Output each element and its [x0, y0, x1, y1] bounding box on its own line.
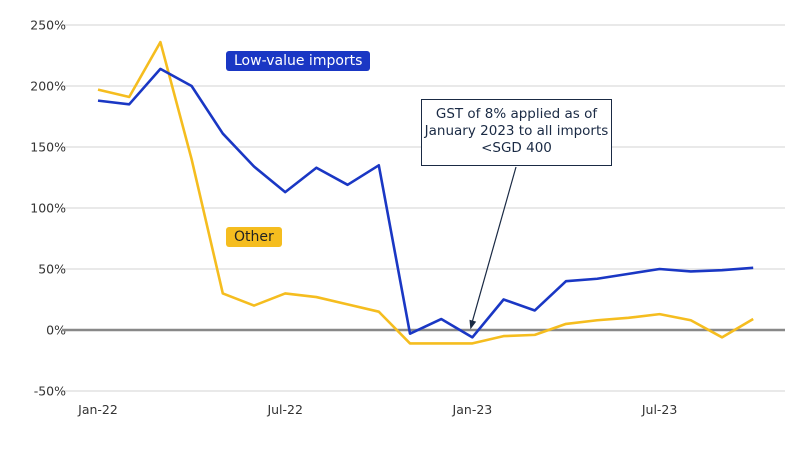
y-tick-label: -50% [34, 384, 66, 399]
annotation-arrowhead-icon [469, 319, 477, 330]
series-line-low-value-imports [97, 67, 754, 339]
x-tick-label: Jan-23 [452, 402, 493, 417]
annotation-box: GST of 8% applied as of January 2023 to … [421, 99, 612, 166]
y-tick-label: 200% [30, 79, 66, 94]
x-tick-label: Jul-23 [641, 402, 678, 417]
legend-label-low-value-imports: Low-value imports [226, 51, 371, 71]
annotation-arrow [471, 166, 517, 322]
series-line-other [97, 40, 754, 345]
x-tick-label: Jan-22 [77, 402, 118, 417]
y-tick-label: 100% [30, 201, 66, 216]
y-tick-label: 0% [46, 323, 66, 338]
x-tick-label: Jul-22 [266, 402, 303, 417]
y-tick-label: 50% [38, 262, 66, 277]
y-tick-label: 250% [30, 18, 66, 33]
legend-label-other: Other [226, 227, 282, 247]
y-tick-label: 150% [30, 140, 66, 155]
